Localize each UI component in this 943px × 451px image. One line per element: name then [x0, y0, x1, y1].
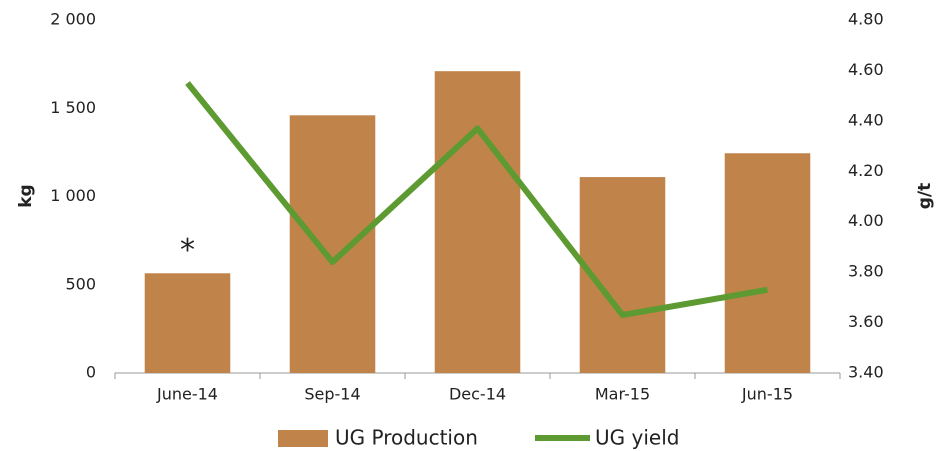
x-tick-label: Dec-14: [449, 385, 506, 404]
bar: [144, 273, 231, 373]
y2-tick-label: 3.60: [848, 312, 884, 331]
bar: [724, 153, 811, 373]
y2-tick-label: 3.40: [848, 363, 884, 382]
y-tick-label: 2 000: [50, 10, 96, 29]
y2-tick-label: 4.60: [848, 60, 884, 79]
legend-label: UG yield: [595, 426, 679, 450]
y-tick-label: 0: [86, 363, 96, 382]
y2-tick-label: 4.20: [848, 161, 884, 180]
y-tick-label: 500: [65, 274, 96, 293]
x-tick-label: Mar-15: [595, 385, 650, 404]
annotation: *: [180, 233, 195, 268]
bar: [289, 115, 376, 373]
x-tick-label: June-14: [156, 385, 218, 404]
x-tick-label: Jun-15: [741, 385, 793, 404]
y2-axis-title: g/t: [915, 183, 935, 210]
y2-tick-label: 4.40: [848, 110, 884, 129]
x-tick-label: Sep-14: [304, 385, 360, 404]
y-tick-label: 1 000: [50, 186, 96, 205]
y2-tick-label: 3.80: [848, 262, 884, 281]
legend-swatch: [278, 430, 328, 447]
line: [185, 81, 769, 319]
y2-tick-label: 4.00: [848, 211, 884, 230]
y-axis-title: kg: [16, 184, 36, 207]
bar: [434, 71, 521, 373]
y2-tick-label: 4.80: [848, 10, 884, 29]
y-tick-label: 1 500: [50, 98, 96, 117]
legend-label: UG Production: [335, 426, 478, 450]
